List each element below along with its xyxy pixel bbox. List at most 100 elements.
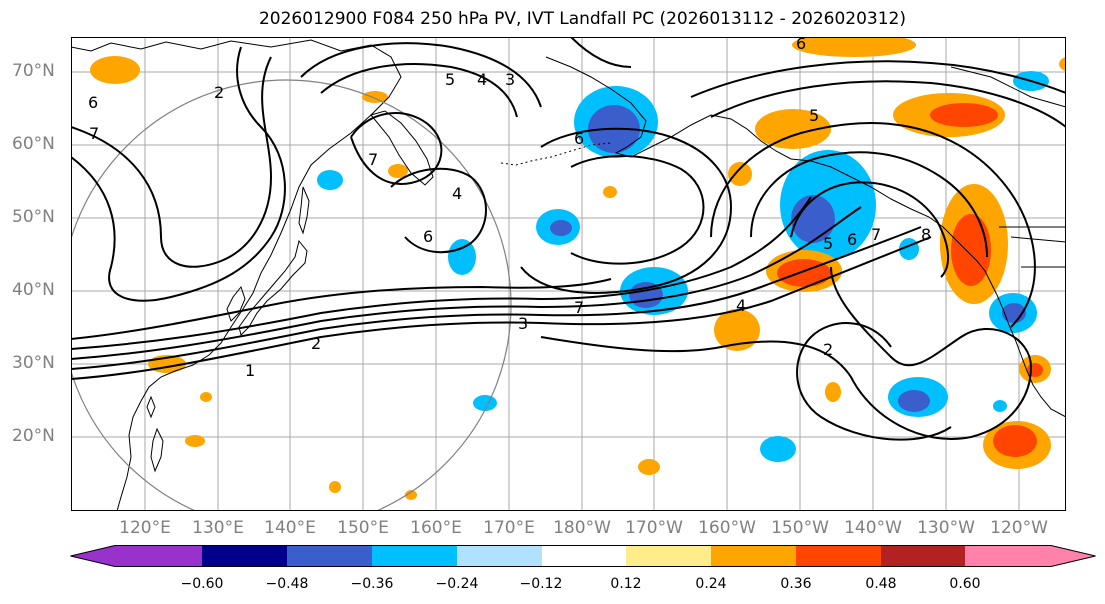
colorbar-bin-7 [626, 545, 711, 567]
ridge-north-2 [320, 63, 518, 118]
dateline-inner [570, 154, 705, 265]
pos-anomaly-small-d [638, 459, 660, 475]
pos-anomaly-small-f [825, 382, 841, 402]
contour-label-6e: 6 [423, 227, 433, 246]
neg-anomaly-southeast-core [898, 390, 930, 412]
colorbar-tick-3: −0.36 [350, 576, 394, 592]
colorbar-bin-6 [542, 545, 626, 567]
lon-label-130w: 130°W [917, 518, 975, 538]
pos-anomaly-small-k [405, 490, 417, 500]
contour-label-2b: 2 [823, 340, 833, 359]
contour-label-7d: 7 [89, 124, 99, 143]
colorbar-tick-1: −0.60 [180, 576, 224, 592]
contour-label-1a: 1 [245, 361, 255, 380]
colorbar-tick-6: 0.12 [610, 576, 642, 592]
gulf-inner [750, 151, 988, 258]
contour-label-7b: 7 [871, 225, 881, 244]
contour-label-5b: 5 [809, 106, 819, 125]
pv-contours [71, 37, 1066, 441]
colorbar-tick-2: −0.48 [265, 576, 309, 592]
subtropic-loop [540, 266, 1033, 440]
us-border [999, 226, 1066, 268]
colorbar-bin-2 [202, 545, 287, 567]
jet-contour-5 [71, 278, 612, 340]
canada-interior [950, 66, 1066, 108]
lon-label-150w: 150°W [771, 518, 829, 538]
pos-anomaly-small-a [362, 91, 388, 103]
map-title: 2026012900 F084 250 hPa PV, IVT Landfall… [258, 9, 906, 29]
colorbar-tick-5: −0.12 [519, 576, 563, 592]
lat-label-30n: 30°N [12, 353, 55, 373]
jet-contour-3 [71, 206, 862, 360]
pos-anomaly-siberia [90, 56, 140, 84]
contour-label-6b: 6 [574, 129, 584, 148]
pos-anomaly-small-l [603, 186, 617, 198]
contour-label-2c: 2 [214, 83, 224, 102]
lon-label-160e: 160°E [410, 518, 462, 538]
lat-label-20n: 20°N [12, 426, 55, 446]
pos-anomaly-baja-north-core [1027, 363, 1043, 377]
lon-label-140e: 140°E [264, 518, 316, 538]
colorbar-bin-5 [457, 545, 542, 567]
colorbar-tick-7: 0.24 [695, 576, 727, 592]
alaska-coast [545, 56, 1066, 418]
alaska-arc-2 [690, 60, 1066, 98]
south-loop [796, 322, 952, 441]
lon-label-160w: 160°W [698, 518, 756, 538]
colorbar-bin-9 [796, 545, 881, 567]
lon-label-140w: 140°W [844, 518, 902, 538]
lon-label-170w: 170°W [625, 518, 683, 538]
colorbar-tick-8: 0.36 [780, 576, 812, 592]
neg-anomaly-gulf-core [791, 195, 835, 243]
gulf-ridge [710, 122, 1036, 328]
colorbar-bin-4 [372, 545, 457, 567]
alaska-arc [710, 80, 1066, 128]
neg-anomaly-hawaii [760, 436, 796, 462]
contour-label-5c: 5 [445, 70, 455, 89]
contour-label-3a: 3 [518, 314, 528, 333]
jet-contour-4 [71, 196, 812, 350]
lon-label-180w: 180°W [553, 518, 611, 538]
lon-label-120w: 120°W [990, 518, 1048, 538]
lat-label-40n: 40°N [12, 280, 55, 300]
gulf-inner-2 [790, 181, 949, 278]
jet-contour-2 [71, 226, 922, 370]
map-panel: 1 2 3 3 4 4 4 5 5 5 6 6 6 6 6 7 7 7 7 8 … [71, 37, 1066, 511]
trough-west-2 [71, 56, 273, 268]
contour-label-4a: 4 [736, 296, 746, 315]
pos-anomaly-small-m [1059, 56, 1066, 72]
sakhalin [298, 186, 310, 235]
pos-anomaly-small-b [388, 164, 408, 178]
colorbar-bin-8 [711, 545, 796, 567]
pos-anomaly-small-i [200, 392, 212, 402]
contour-label-6c: 6 [796, 37, 806, 53]
lon-label-170e: 170°E [483, 518, 535, 538]
colorbar [70, 545, 1096, 567]
taiwan [146, 395, 156, 419]
pos-anomaly-pnw-core [951, 214, 991, 286]
contour-label-4c: 4 [477, 70, 487, 89]
dateline-loop [520, 127, 733, 294]
range-circle [71, 79, 512, 511]
colorbar-tick-10: 0.60 [949, 576, 981, 592]
pos-anomaly-alaska-core [930, 103, 998, 127]
pos-anomaly-arctic [792, 37, 916, 57]
neg-anomaly-dateline-south [473, 395, 497, 411]
pos-anomaly-central [714, 309, 760, 351]
colorbar-bin-3 [287, 545, 372, 567]
contour-label-7a: 7 [574, 298, 584, 317]
contour-label-6a: 6 [847, 230, 857, 249]
pos-anomaly-gulf-west [755, 109, 831, 149]
lat-label-60n: 60°N [12, 134, 55, 154]
neg-anomaly-japan-east [448, 239, 476, 275]
neg-anomaly-okhotsk [317, 170, 343, 190]
far-north [570, 37, 632, 68]
lon-label-120e: 120°E [119, 518, 171, 538]
neg-anomaly-baja [993, 400, 1007, 412]
kamchatka [370, 110, 434, 186]
contour-label-6d: 6 [88, 93, 98, 112]
colorbar-tick-9: 0.48 [865, 576, 897, 592]
lon-label-130e: 130°E [192, 518, 244, 538]
contour-labels: 1 2 3 3 4 4 4 5 5 5 6 6 6 6 6 7 7 7 7 8 … [88, 37, 931, 380]
coastlines [71, 39, 1066, 511]
